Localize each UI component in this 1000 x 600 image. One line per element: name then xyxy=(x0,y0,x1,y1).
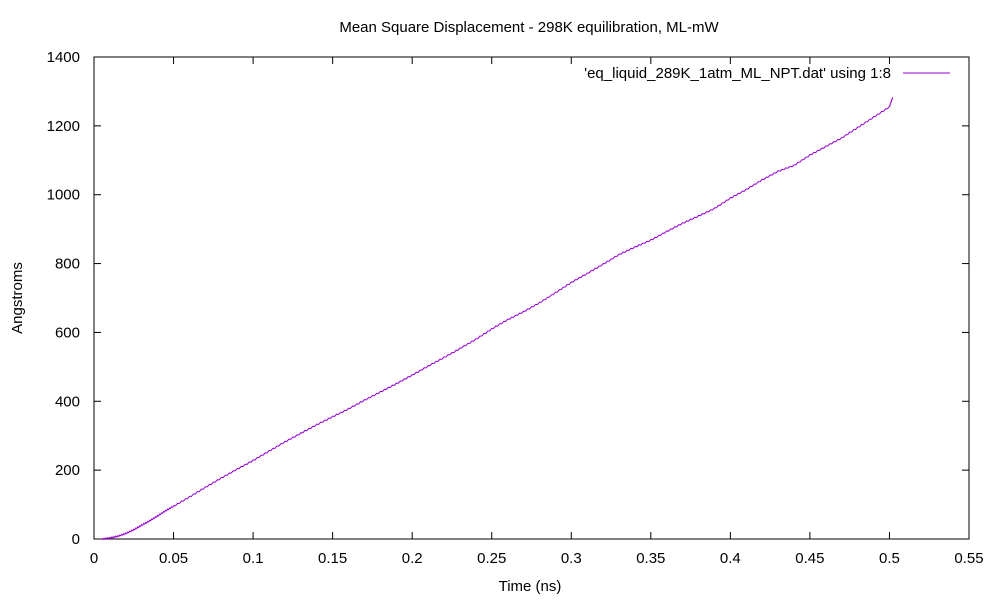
x-axis-ticks: 0 0.05 0.1 0.15 0.2 0.25 0.3 0.35 0.4 0.45 0.5 0.55 xyxy=(90,57,984,567)
y-tick-label: 1400 xyxy=(47,49,80,66)
plot-frame xyxy=(93,56,970,540)
x-tick-label: 0 xyxy=(90,550,98,567)
legend-label: 'eq_liquid_289K_1atm_ML_NPT.dat' using 1… xyxy=(584,65,891,82)
x-tick-label: 0.1 xyxy=(243,550,264,567)
legend: 'eq_liquid_289K_1atm_ML_NPT.dat' using 1… xyxy=(584,65,950,82)
y-axis-label: Angstroms xyxy=(9,262,26,334)
x-tick-label: 0.2 xyxy=(402,550,423,567)
y-axis-ticks: 0 200 400 600 800 1000 1200 1400 xyxy=(47,49,969,548)
y-tick-label: 1200 xyxy=(47,118,80,135)
y-tick-label: 200 xyxy=(55,462,80,479)
series-line xyxy=(101,97,894,541)
x-tick-label: 0.5 xyxy=(879,550,900,567)
y-tick-label: 1000 xyxy=(47,187,80,204)
x-tick-label: 0.3 xyxy=(561,550,582,567)
y-tick-label: 600 xyxy=(55,324,80,341)
x-tick-label: 0.05 xyxy=(159,550,188,567)
x-tick-label: 0.55 xyxy=(954,550,983,567)
x-tick-label: 0.4 xyxy=(720,550,741,567)
x-tick-label: 0.25 xyxy=(477,550,506,567)
y-tick-label: 0 xyxy=(72,531,80,548)
x-tick-label: 0.45 xyxy=(795,550,824,567)
y-tick-label: 800 xyxy=(55,256,80,273)
x-tick-label: 0.35 xyxy=(636,550,665,567)
series-layer xyxy=(101,97,894,541)
y-tick-label: 400 xyxy=(55,393,80,410)
x-tick-label: 0.15 xyxy=(318,550,347,567)
x-axis-label: Time (ns) xyxy=(499,578,562,595)
chart-title: Mean Square Displacement - 298K equilibr… xyxy=(339,19,719,36)
